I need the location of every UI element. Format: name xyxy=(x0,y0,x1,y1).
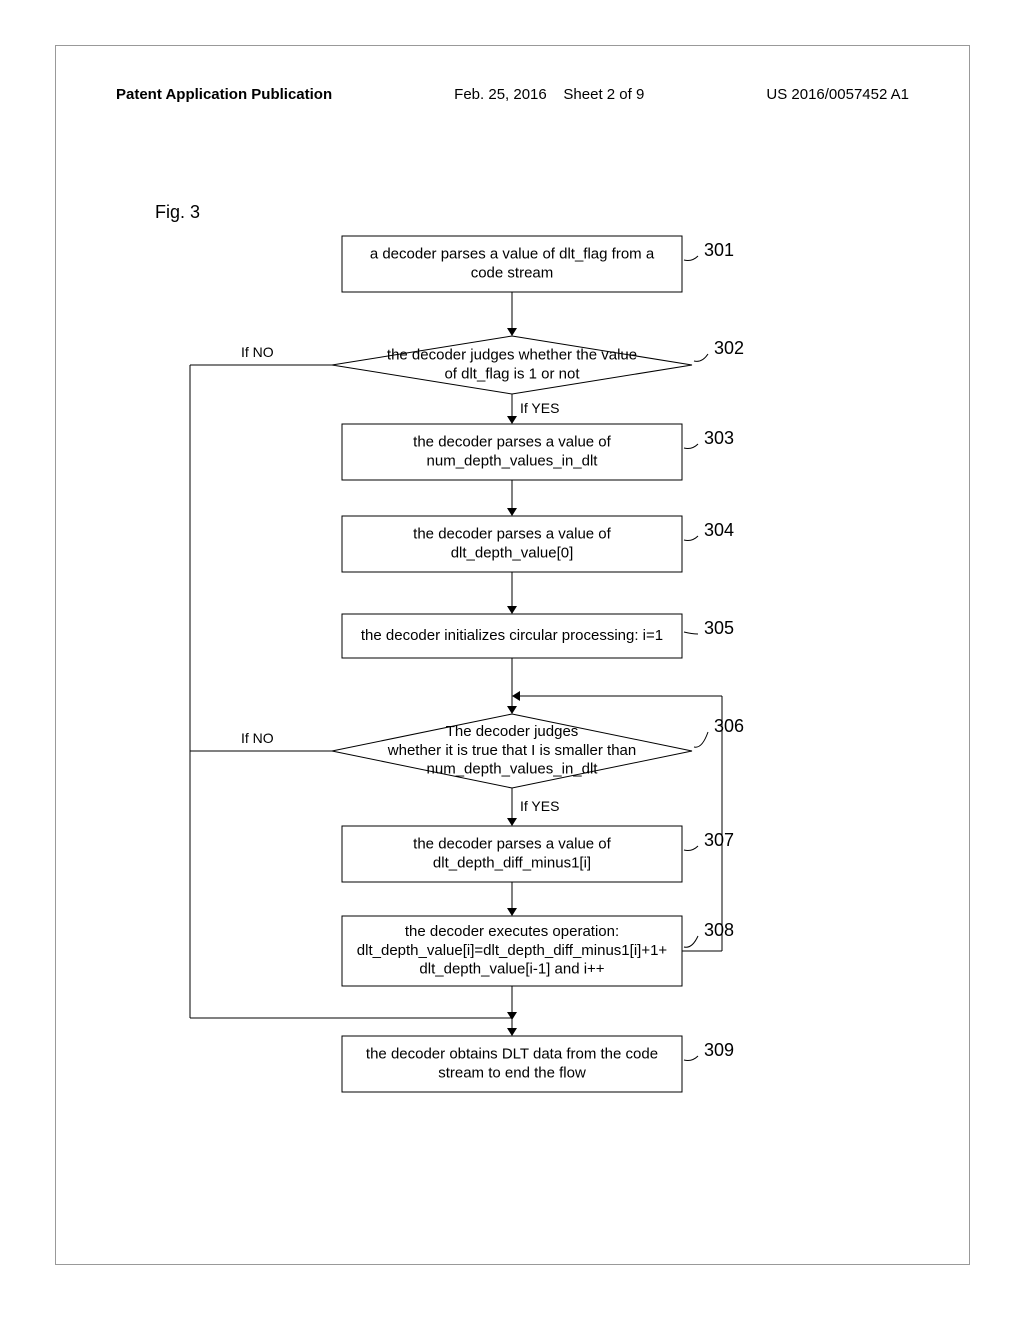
flowchart-canvas: a decoder parses a value of dlt_flag fro… xyxy=(0,0,1024,1320)
svg-text:code stream: code stream xyxy=(471,264,554,281)
svg-text:302: 302 xyxy=(714,338,744,358)
svg-text:the decoder parses a value of: the decoder parses a value of xyxy=(413,526,611,543)
svg-text:If YES: If YES xyxy=(520,400,559,416)
svg-text:If NO: If NO xyxy=(241,730,274,746)
svg-text:num_depth_values_in_dlt: num_depth_values_in_dlt xyxy=(427,761,599,778)
svg-text:304: 304 xyxy=(704,520,734,540)
svg-text:dlt_depth_value[0]: dlt_depth_value[0] xyxy=(451,544,574,561)
svg-text:the decoder parses a value of: the decoder parses a value of xyxy=(413,434,611,451)
svg-text:stream to end the flow: stream to end the flow xyxy=(438,1064,586,1081)
svg-text:307: 307 xyxy=(704,830,734,850)
svg-text:of dlt_flag is 1 or not: of dlt_flag is 1 or not xyxy=(444,365,580,382)
svg-text:the decoder judges whether the: the decoder judges whether the value xyxy=(387,347,637,364)
svg-text:If YES: If YES xyxy=(520,798,559,814)
svg-text:the decoder parses a value of: the decoder parses a value of xyxy=(413,836,611,853)
svg-text:num_depth_values_in_dlt: num_depth_values_in_dlt xyxy=(427,452,599,469)
svg-text:dlt_depth_value[i-1] and i++: dlt_depth_value[i-1] and i++ xyxy=(419,961,604,978)
svg-text:306: 306 xyxy=(714,716,744,736)
svg-text:309: 309 xyxy=(704,1040,734,1060)
svg-text:dlt_depth_diff_minus1[i]: dlt_depth_diff_minus1[i] xyxy=(433,854,591,871)
svg-text:The decoder judges: The decoder judges xyxy=(446,723,579,740)
svg-text:dlt_depth_value[i]=dlt_depth_d: dlt_depth_value[i]=dlt_depth_diff_minus1… xyxy=(357,942,668,959)
svg-text:If NO: If NO xyxy=(241,344,274,360)
svg-text:301: 301 xyxy=(704,240,734,260)
svg-text:303: 303 xyxy=(704,428,734,448)
svg-text:the decoder initializes circul: the decoder initializes circular process… xyxy=(361,627,663,644)
svg-text:305: 305 xyxy=(704,618,734,638)
svg-text:the decoder executes operation: the decoder executes operation: xyxy=(405,923,619,940)
svg-text:the decoder obtains DLT data f: the decoder obtains DLT data from the co… xyxy=(366,1046,658,1063)
svg-text:308: 308 xyxy=(704,920,734,940)
svg-text:a decoder parses a value of dl: a decoder parses a value of dlt_flag fro… xyxy=(370,246,655,263)
svg-text:whether it is true that I is s: whether it is true that I is smaller tha… xyxy=(387,742,636,759)
